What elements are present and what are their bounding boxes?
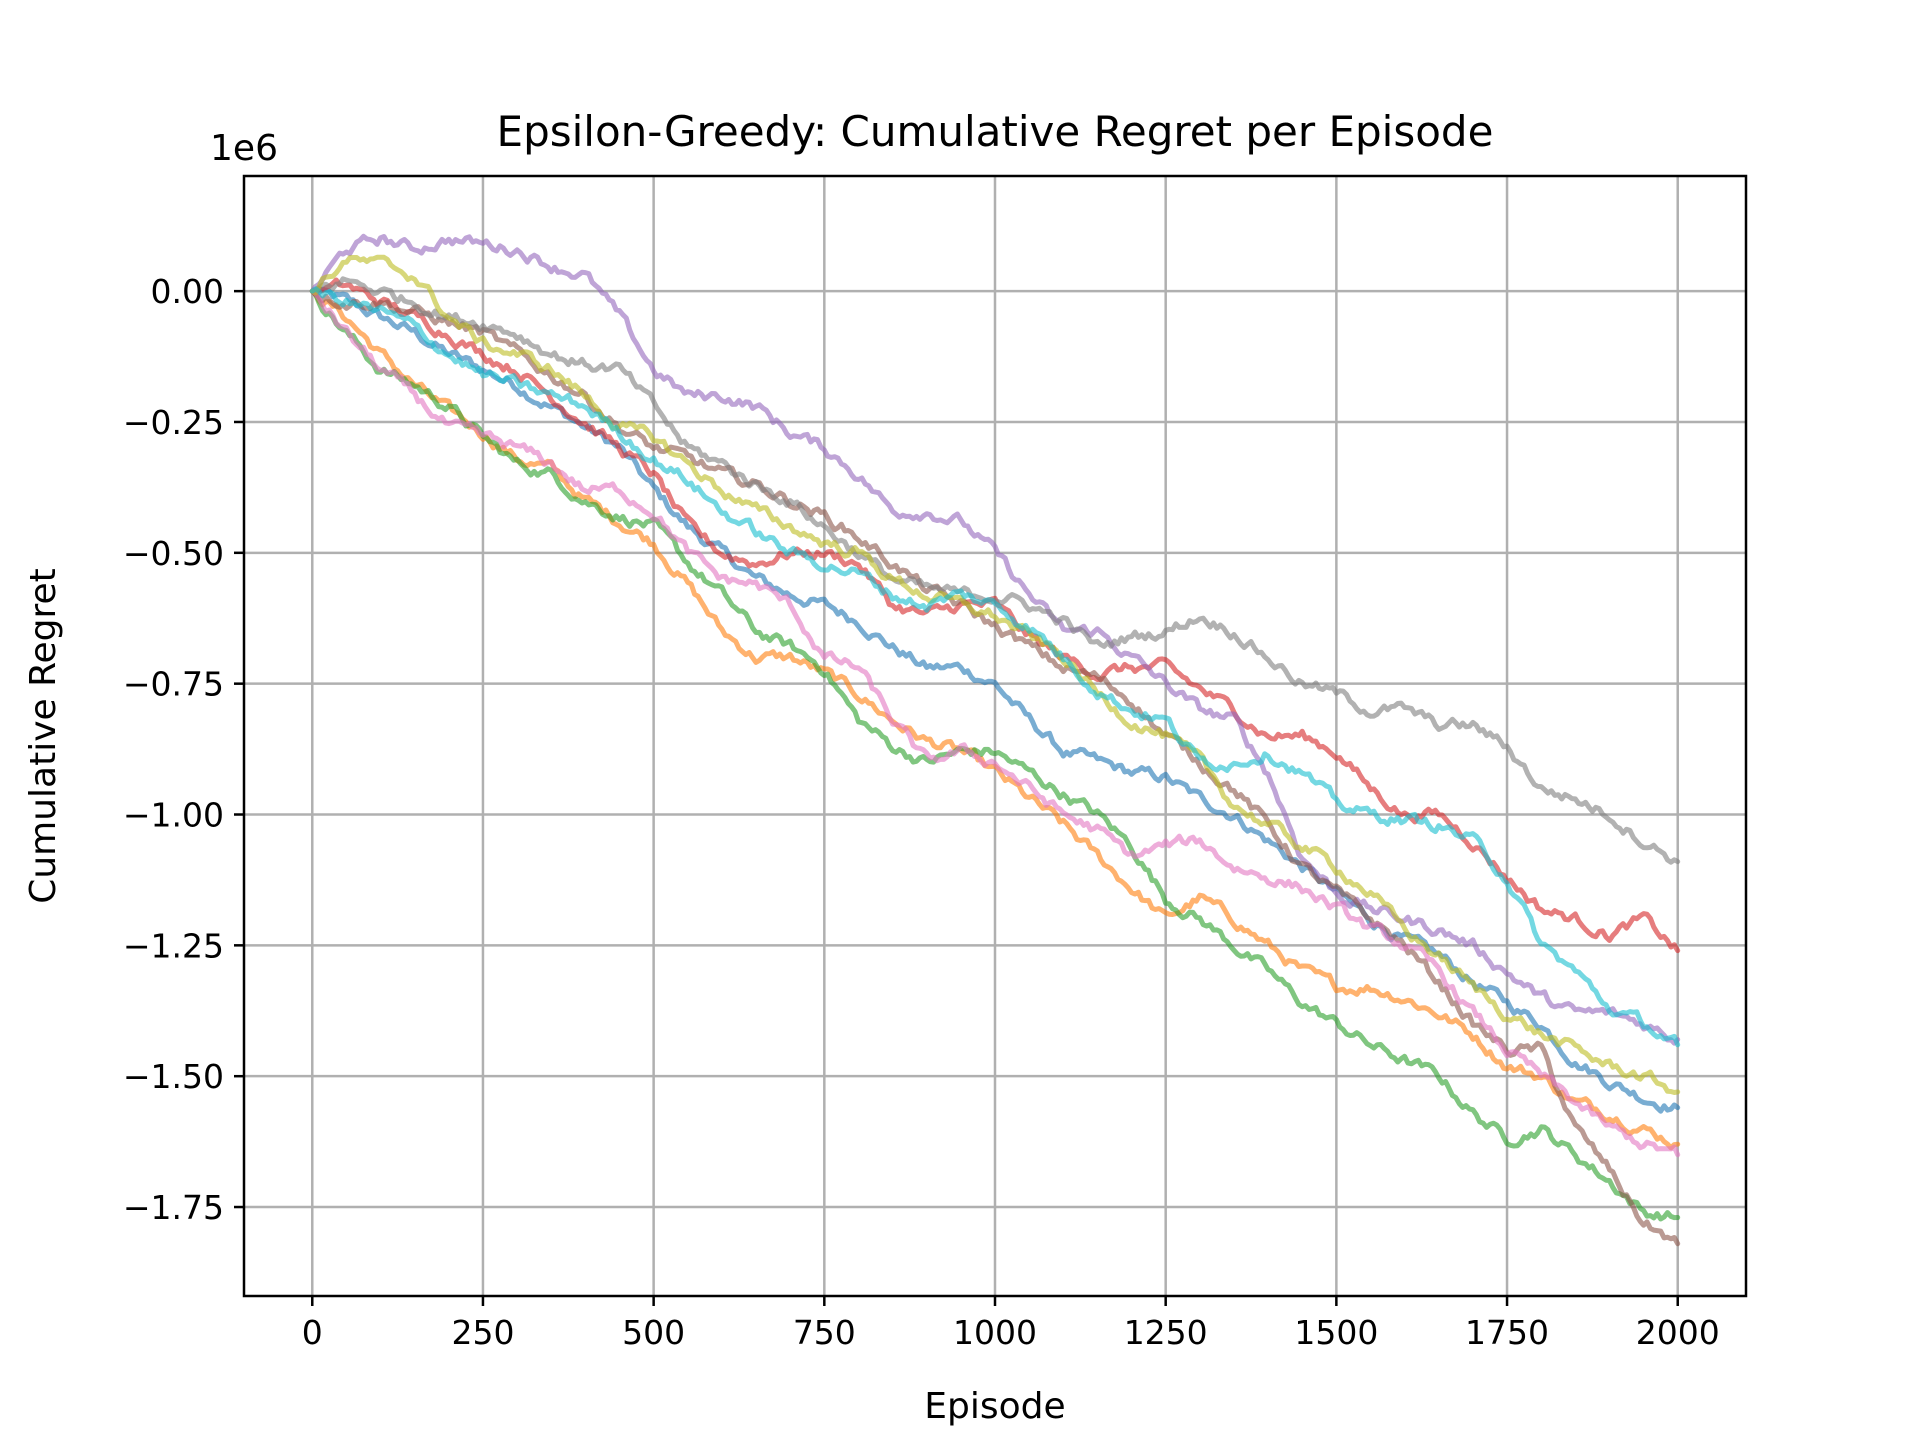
series-line-3: [309, 288, 1681, 1222]
x-axis-label: Episode: [924, 1386, 1065, 1427]
x-tick-label: 1000: [953, 1313, 1037, 1352]
series-line-9: [309, 254, 1681, 1095]
y-tick-label: −0.50: [123, 534, 224, 573]
x-tick-label: 0: [302, 1313, 323, 1352]
y-tick-label: −0.25: [123, 403, 224, 442]
x-tick-label: 2000: [1636, 1313, 1720, 1352]
x-tick-label: 750: [793, 1313, 856, 1352]
y-axis-offset-text: 1e6: [210, 128, 278, 169]
x-tick-label: 1250: [1124, 1313, 1208, 1352]
series-line-7: [309, 288, 1681, 1158]
y-tick-label: −1.50: [123, 1057, 224, 1096]
y-tick-label: −1.75: [123, 1188, 224, 1227]
x-tick-label: 1750: [1465, 1313, 1549, 1352]
x-axis-ticks: 0 250 500 750 1000 1250 1500 1750 2000: [302, 1296, 1720, 1352]
x-tick-label: 1500: [1294, 1313, 1378, 1352]
data-series: [309, 233, 1681, 1247]
y-axis-ticks: 0.00 −0.25 −0.50 −0.75 −1.00 −1.25 −1.50 −1.75: [123, 272, 244, 1227]
chart-title: Epsilon-Greedy: Cumulative Regret per Ep…: [497, 107, 1494, 156]
y-tick-label: −0.75: [123, 665, 224, 704]
y-tick-label: −1.00: [123, 796, 224, 835]
series-line-1: [309, 286, 1681, 1114]
x-tick-label: 250: [451, 1313, 514, 1352]
y-tick-label: −1.25: [123, 926, 224, 965]
y-tick-label: 0.00: [151, 272, 224, 311]
series-line-5: [309, 233, 1681, 1046]
x-tick-label: 500: [622, 1313, 685, 1352]
series-line-10: [309, 286, 1681, 1048]
y-axis-label: Cumulative Regret: [23, 568, 64, 904]
